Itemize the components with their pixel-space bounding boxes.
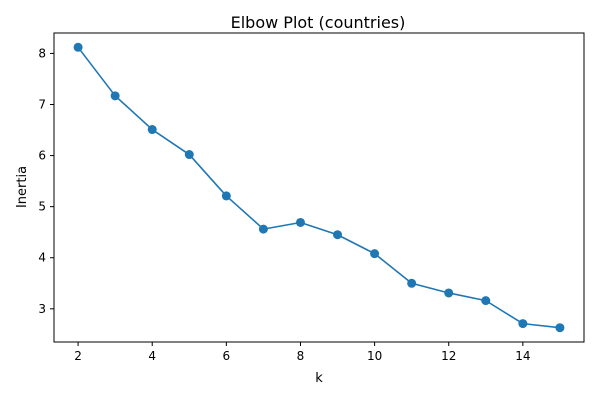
- y-axis-label: Inertia: [15, 166, 30, 208]
- chart-title: Elbow Plot (countries): [231, 13, 406, 32]
- data-point: [258, 224, 268, 234]
- data-point: [110, 91, 120, 101]
- y-tick-label: 5: [38, 200, 46, 214]
- data-point: [444, 288, 454, 298]
- y-axis-ticks: 3 4 5 6 7 8: [38, 46, 54, 316]
- y-tick-label: 8: [38, 46, 46, 60]
- data-point: [370, 249, 380, 259]
- y-tick-label: 3: [38, 302, 46, 316]
- data-point: [518, 319, 528, 329]
- x-axis-ticks: 2 4 6 8 10 12 14: [74, 342, 530, 363]
- data-point: [333, 230, 343, 240]
- x-tick-label: 14: [515, 349, 530, 363]
- data-point: [555, 323, 565, 333]
- data-point: [147, 125, 157, 135]
- x-axis-label: k: [315, 371, 323, 386]
- x-tick-label: 8: [297, 349, 305, 363]
- y-tick-label: 4: [38, 251, 46, 265]
- x-tick-label: 12: [441, 349, 456, 363]
- data-point: [184, 150, 194, 160]
- data-point: [221, 191, 231, 201]
- y-tick-label: 7: [38, 98, 46, 112]
- x-tick-label: 4: [148, 349, 156, 363]
- axes-frame: [53, 32, 585, 343]
- data-point: [481, 296, 491, 306]
- data-point: [295, 217, 305, 227]
- data-point: [407, 278, 417, 288]
- series-line: [77, 46, 560, 329]
- y-tick-label: 6: [38, 149, 46, 163]
- data-point: [73, 42, 83, 52]
- x-tick-label: 2: [74, 349, 82, 363]
- x-tick-label: 10: [367, 349, 382, 363]
- x-tick-label: 6: [223, 349, 231, 363]
- plot-area: [73, 42, 565, 333]
